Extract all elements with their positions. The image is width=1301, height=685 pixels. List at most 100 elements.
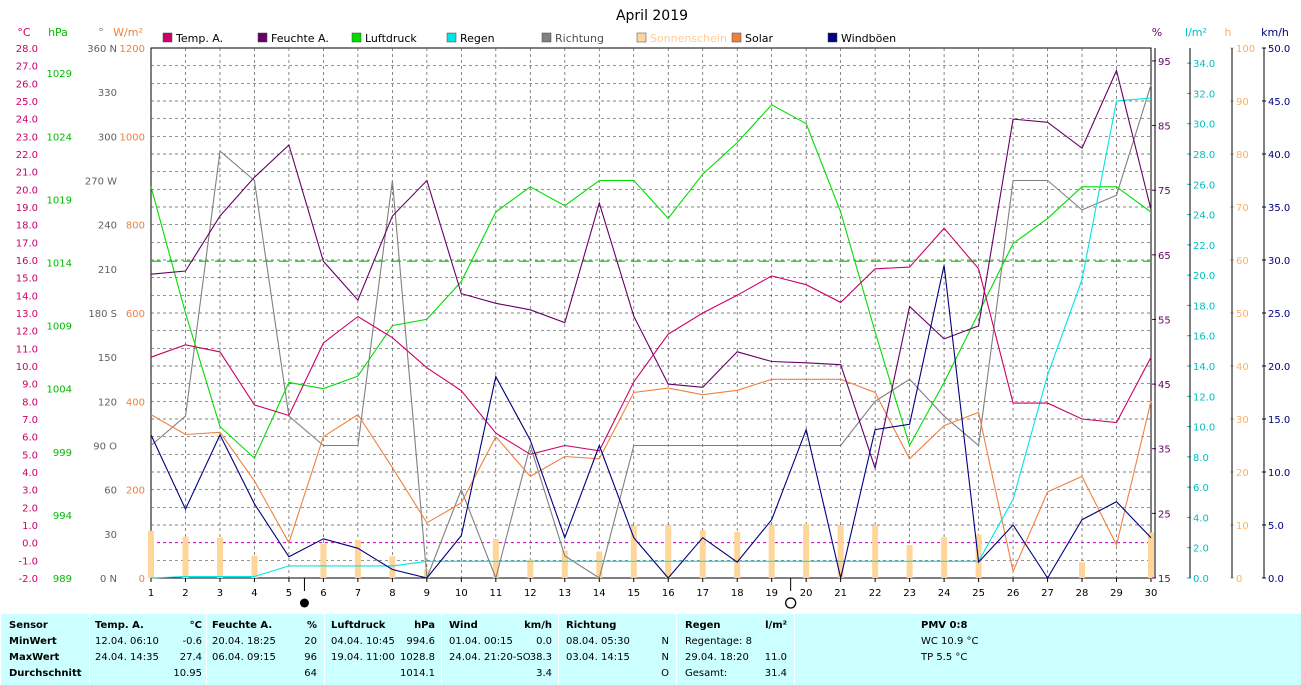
humidity-tick-label: 55 (1158, 315, 1171, 326)
stats-direction-min-value: N (661, 636, 669, 647)
sunshine-tick-label: 0 (1236, 574, 1242, 585)
rain-tick-label: 32.0 (1193, 89, 1215, 100)
rain-tick-label: 10.0 (1193, 423, 1215, 434)
x-tick-label: 25 (972, 588, 985, 599)
series-line-pressure (150, 104, 1152, 460)
x-tick-label: 28 (1076, 588, 1089, 599)
rain-tick-label: 30.0 (1193, 120, 1215, 131)
sunshine-bar (182, 536, 189, 578)
stats-rain-max-time: 29.04. 18:20 (685, 652, 749, 663)
legend-label-solar: Solar (745, 32, 774, 45)
humidity-tick-label: 65 (1158, 251, 1171, 262)
sunshine-tick-label: 80 (1236, 150, 1249, 161)
humidity-tick-label: 75 (1158, 186, 1171, 197)
temp-tick-label: 18.0 (16, 221, 38, 232)
stats-dewpoint: TP 5.5 °C (921, 652, 968, 663)
x-tick-label: 19 (765, 588, 778, 599)
series-line-direction (150, 84, 1152, 580)
direction-tick-label: 60 (104, 486, 117, 497)
stats-pmv: PMV 0:8 (921, 620, 968, 631)
x-tick-label: 29 (1110, 588, 1123, 599)
stats-pressure-max-value: 1028.8 (400, 652, 435, 663)
x-tick-label: 30 (1145, 588, 1158, 599)
unit-direction: ° (98, 26, 104, 39)
sunshine-bar (527, 559, 534, 578)
axis-ticks: 1 2 3 4 5 6 7 8 9 10 11 12 13 14 15 16 17 18 19 20 21 22 23 24 2… (16, 44, 1290, 609)
legend-label-sunshine: Sonnenschein (650, 32, 727, 45)
rain-tick-label: 22.0 (1193, 241, 1215, 252)
stats-wind-min-time: 01.04. 00:15 (449, 636, 513, 647)
unit-pressure: hPa (48, 26, 68, 39)
sunshine-bar (492, 538, 499, 578)
wind-tick-label: 10.0 (1268, 468, 1290, 479)
x-tick-label: 6 (320, 588, 326, 599)
rain-tick-label: 34.0 (1193, 59, 1215, 70)
x-tick-label: 16 (662, 588, 675, 599)
stats-humidity-avg: 64 (304, 668, 317, 679)
temp-tick-label: 2.0 (22, 503, 38, 514)
pressure-tick-label: 994 (53, 511, 72, 522)
x-tick-label: 21 (834, 588, 847, 599)
series-line-gust (150, 265, 1152, 580)
stats-row-avg: Durchschnitt (9, 668, 82, 679)
stats-rain-total-label: Gesamt: (685, 668, 728, 679)
humidity-tick-label: 25 (1158, 509, 1171, 520)
legend-swatch-sunshine (636, 32, 647, 43)
x-tick-label: 22 (869, 588, 882, 599)
unit-humidity: % (1152, 26, 1162, 39)
humidity-tick-label: 15 (1158, 574, 1171, 585)
stats-pressure-max-time: 19.04. 11:00 (331, 652, 395, 663)
x-tick-label: 23 (903, 588, 916, 599)
sunshine-bars (148, 523, 1154, 578)
temp-tick-label: 14.0 (16, 291, 38, 302)
pressure-tick-label: 989 (53, 574, 72, 585)
wind-tick-label: 45.0 (1268, 97, 1290, 108)
rain-tick-label: 16.0 (1193, 332, 1215, 343)
solar-tick-label: 1000 (120, 132, 145, 143)
sunshine-bar (596, 551, 603, 578)
rain-tick-label: 20.0 (1193, 271, 1215, 282)
rain-tick-label: 26.0 (1193, 180, 1215, 191)
sunshine-bar (389, 556, 396, 578)
unit-solar: W/m² (113, 26, 143, 39)
unit-temp: °C (17, 26, 31, 39)
x-tick-label: 3 (217, 588, 223, 599)
sunshine-bar (1079, 562, 1086, 578)
x-tick-label: 5 (286, 588, 292, 599)
rain-tick-label: 8.0 (1193, 453, 1209, 464)
stats-wind-min-value: 0.0 (536, 636, 552, 647)
temp-tick-label: 11.0 (16, 344, 38, 355)
direction-tick-label: 270 W (85, 177, 117, 188)
solar-tick-label: 200 (126, 486, 145, 497)
rain-tick-label: 2.0 (1193, 544, 1209, 555)
stats-direction-title: Richtung (566, 620, 617, 631)
temp-tick-label: 23.0 (16, 132, 38, 143)
stats-wind-unit: km/h (524, 620, 552, 631)
x-tick-label: 10 (455, 588, 468, 599)
x-tick-label: 17 (696, 588, 709, 599)
stats-pressure-avg: 1014.1 (400, 668, 435, 679)
temp-tick-label: 26.0 (16, 79, 38, 90)
stats-col-sensor: Sensor MinWert MaxWert Durchschnitt (0, 614, 89, 685)
pressure-tick-label: 999 (53, 448, 72, 459)
sunshine-bar (837, 525, 844, 578)
stats-direction-min-time: 08.04. 05:30 (566, 636, 630, 647)
sunshine-bar (665, 525, 672, 578)
solar-tick-label: 400 (126, 397, 145, 408)
x-tick-label: 11 (489, 588, 502, 599)
direction-tick-label: 0 N (100, 574, 117, 585)
stats-panel: Sensor MinWert MaxWert Durchschnitt Temp… (0, 614, 1301, 685)
x-tick-label: 26 (1007, 588, 1020, 599)
sunshine-tick-label: 20 (1236, 468, 1249, 479)
direction-tick-label: 90 O (93, 442, 117, 453)
rain-tick-label: 4.0 (1193, 513, 1209, 524)
temp-tick-label: 13.0 (16, 309, 38, 320)
x-tick-label: 20 (800, 588, 813, 599)
legend-swatch-rain (446, 32, 457, 43)
direction-tick-label: 150 (98, 353, 117, 364)
humidity-tick-label: 35 (1158, 445, 1171, 456)
sunshine-tick-label: 60 (1236, 256, 1249, 267)
wind-tick-label: 50.0 (1268, 44, 1290, 55)
temp-tick-label: 9.0 (22, 380, 38, 391)
temp-tick-label: -2.0 (18, 574, 38, 585)
